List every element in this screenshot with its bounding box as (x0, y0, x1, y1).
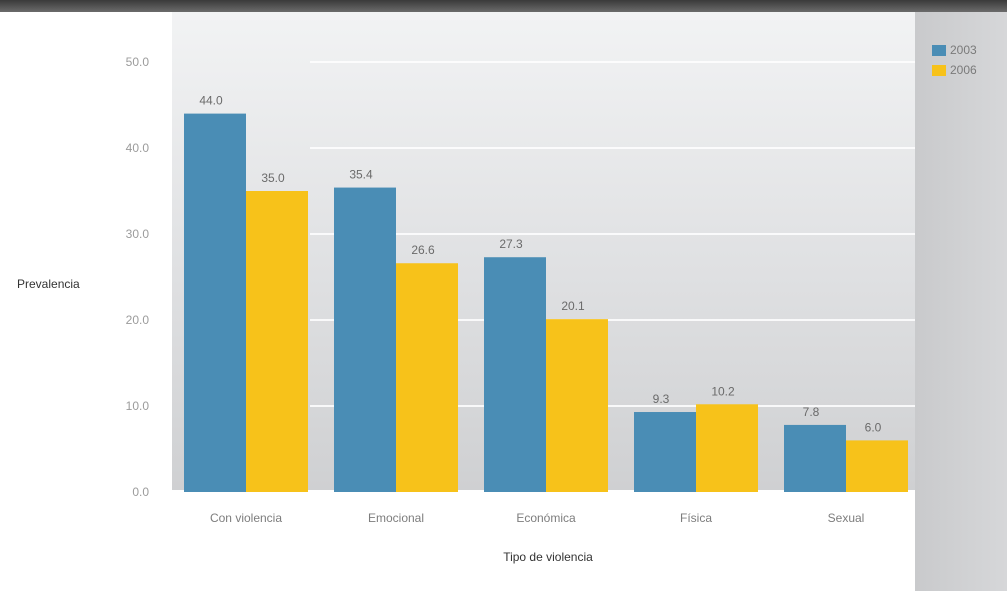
bar-2006-2 (546, 319, 608, 492)
data-label: 44.0 (199, 94, 223, 108)
legend-swatch-2003 (932, 44, 946, 56)
legend: 2003 2006 (932, 40, 977, 80)
data-label: 7.8 (803, 405, 820, 419)
y-tick-label: 0.0 (132, 485, 149, 499)
y-tick-label: 20.0 (126, 313, 150, 327)
bar-2003-1 (334, 187, 396, 492)
bar-2006-0 (246, 191, 308, 492)
bar-2003-0 (184, 113, 246, 492)
legend-label-2006: 2006 (950, 63, 977, 77)
legend-item-2006: 2006 (932, 60, 977, 80)
data-label: 35.4 (349, 168, 373, 182)
x-tick-label: Emocional (368, 511, 424, 525)
data-label: 35.0 (261, 171, 285, 185)
bar-2003-2 (484, 257, 546, 492)
x-tick-label: Con violencia (210, 511, 282, 525)
legend-swatch-2006 (932, 64, 946, 76)
y-tick-label: 40.0 (126, 141, 150, 155)
data-label: 9.3 (653, 392, 670, 406)
data-label: 20.1 (561, 299, 585, 313)
x-tick-label: Física (680, 511, 712, 525)
data-label: 10.2 (711, 384, 735, 398)
y-axis-label: Prevalencia (17, 277, 80, 291)
y-ticks: 0.0 10.0 20.0 30.0 40.0 50.0 (126, 55, 150, 499)
legend-label-2003: 2003 (950, 43, 977, 57)
bars: 44.0 35.0 35.4 26.6 27.3 20.1 9.3 10.2 7.8 6.0 (184, 94, 908, 492)
x-tick-label: Sexual (828, 511, 865, 525)
top-band (0, 0, 1007, 12)
y-tick-label: 30.0 (126, 227, 150, 241)
data-label: 27.3 (499, 237, 523, 251)
bar-2006-4 (846, 440, 908, 492)
bar-2006-3 (696, 404, 758, 492)
data-label: 26.6 (411, 243, 435, 257)
x-tick-label: Económica (516, 511, 576, 525)
y-tick-label: 10.0 (126, 399, 150, 413)
bar-2006-1 (396, 263, 458, 492)
y-tick-label: 50.0 (126, 55, 150, 69)
bar-2003-4 (784, 424, 846, 492)
x-ticks: Con violencia Emocional Económica Física Sex… (210, 511, 864, 525)
data-label: 6.0 (865, 420, 882, 434)
bar-2003-3 (634, 412, 696, 492)
legend-item-2003: 2003 (932, 40, 977, 60)
x-axis-label: Tipo de violencia (503, 550, 593, 564)
right-panel (915, 12, 1007, 591)
